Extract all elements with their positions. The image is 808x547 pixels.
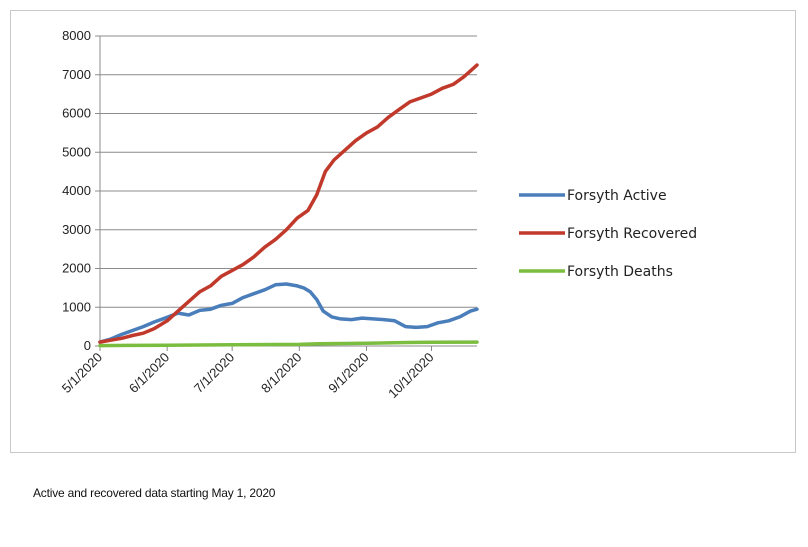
chart-caption: Active and recovered data starting May 1… [33,486,276,500]
series-line [98,282,479,344]
x-tick-label: 10/1/2020 [385,350,437,402]
x-tick-label: 9/1/2020 [325,350,371,396]
y-tick-label: 4000 [62,183,91,198]
legend-label: Forsyth Deaths [567,264,673,280]
y-tick-label: 6000 [62,106,91,121]
y-tick-label: 8000 [62,28,91,43]
y-tick-label: 2000 [62,261,91,276]
gridlines [100,35,477,347]
x-tick-label: 6/1/2020 [126,350,172,396]
legend-label: Forsyth Active [567,188,667,204]
legend: Forsyth Active Forsyth Recovered Forsyth D… [519,188,697,280]
y-tick-label: 5000 [62,144,91,159]
x-tick-label: 7/1/2020 [191,350,237,396]
x-tick-label: 5/1/2020 [59,350,105,396]
x-tick-label: 8/1/2020 [258,350,304,396]
series-line [98,340,479,348]
line-chart: 0 1000 2000 3000 4000 5000 6000 7000 8000 5/1/202… [59,28,697,402]
y-tick-label: 0 [84,338,91,353]
y-tick-label: 1000 [62,299,91,314]
legend-label: Forsyth Recovered [567,226,697,242]
chart-frame: 0 1000 2000 3000 4000 5000 6000 7000 8000 5/1/202… [10,10,796,453]
y-tick-label: 7000 [62,67,91,82]
series-lines [98,63,479,348]
series-line [98,63,479,344]
y-tick-label: 3000 [62,222,91,237]
